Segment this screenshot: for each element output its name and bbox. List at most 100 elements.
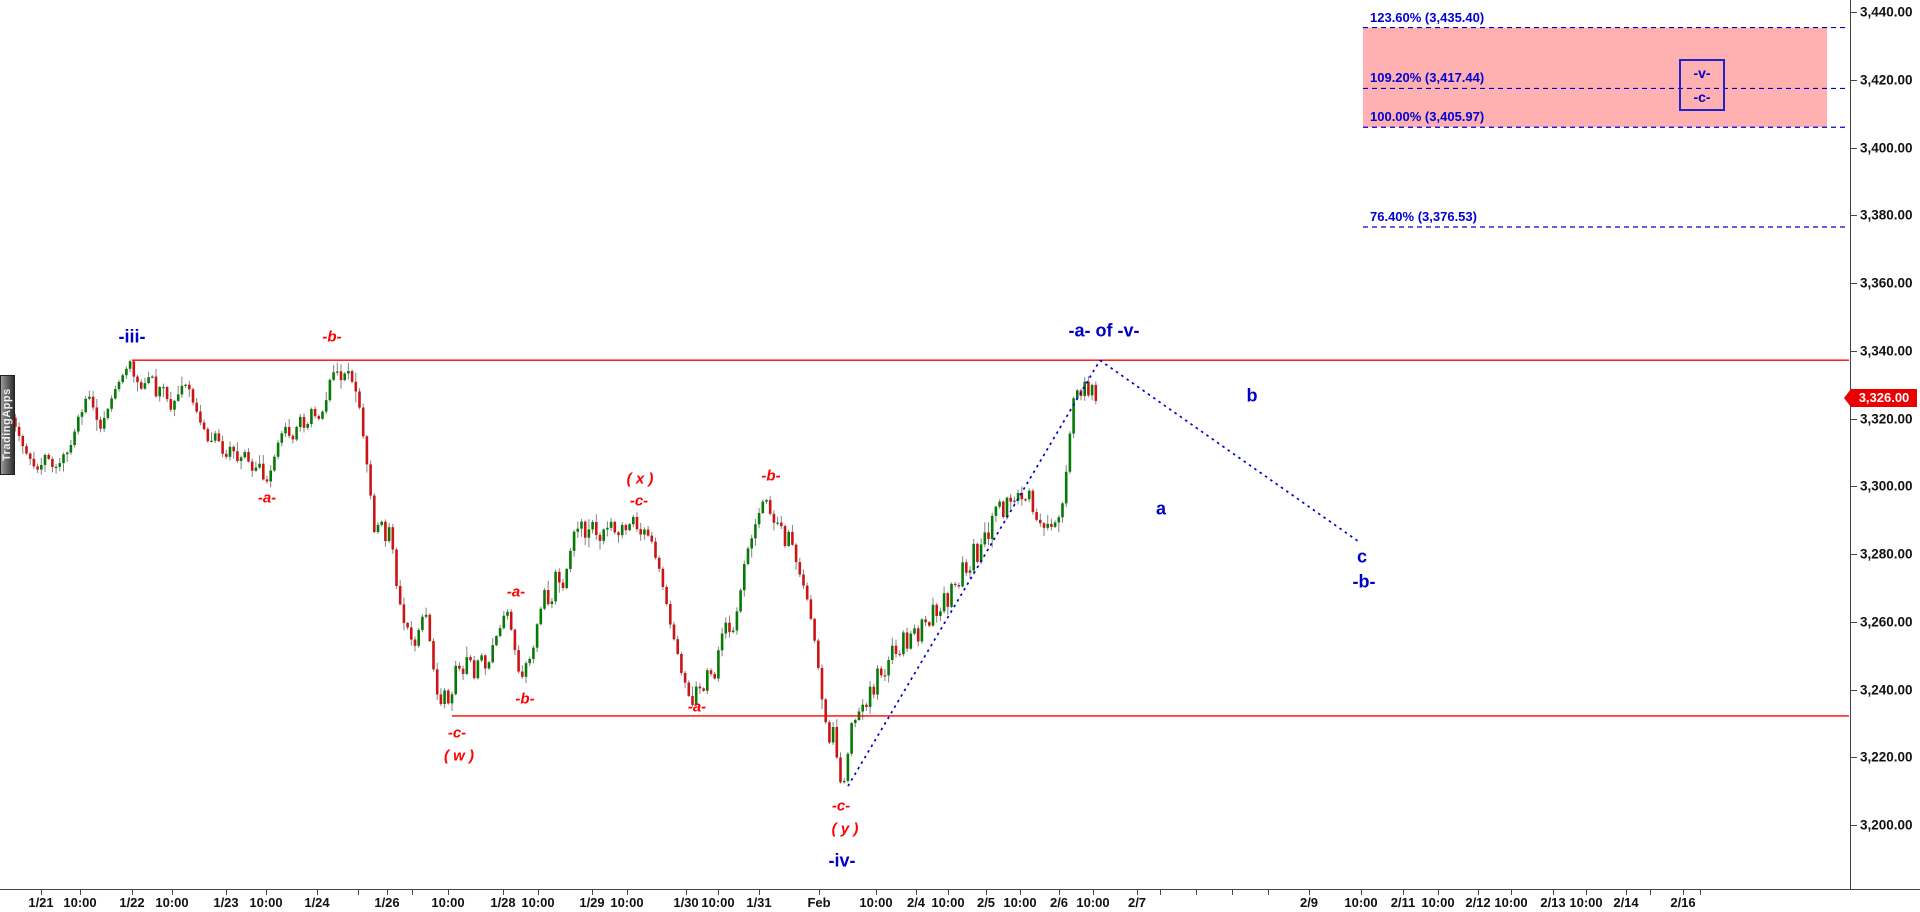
time-axis-tick: [1511, 890, 1512, 895]
wave-label[interactable]: ( y ): [831, 820, 859, 838]
price-axis-label: 3,320.00: [1860, 411, 1913, 426]
projection-label-c: -c-: [1693, 89, 1711, 105]
time-axis-label: 1/26: [374, 895, 400, 910]
time-axis-tick: [1059, 890, 1060, 895]
time-axis-tick: [1232, 890, 1233, 895]
time-axis-label: 10:00: [1421, 895, 1455, 910]
time-axis-label: 2/4: [906, 895, 926, 910]
time-axis-tick: [592, 890, 593, 895]
current-price-value: 3,326.00: [1858, 390, 1910, 406]
time-axis-tick: [172, 890, 173, 895]
candles-group: [6, 359, 1098, 784]
time-axis-label: 10:00: [155, 895, 189, 910]
time-axis-label: 1/28: [490, 895, 516, 910]
time-axis-tick: [1309, 890, 1310, 895]
time-axis-label: 10:00: [1569, 895, 1603, 910]
wave-label[interactable]: -b-: [1352, 571, 1376, 592]
price-axis-label: 3,240.00: [1860, 682, 1913, 697]
time-axis-label: 2/12: [1465, 895, 1491, 910]
time-axis-label: 10:00: [63, 895, 97, 910]
fib-zone[interactable]: [1363, 27, 1827, 128]
price-axis-label: 3,200.00: [1860, 817, 1913, 833]
wave-label[interactable]: a: [1155, 498, 1167, 519]
price-axis-tick: [1851, 621, 1857, 623]
time-axis-label: 10:00: [431, 895, 465, 910]
price-axis-label: 3,440.00: [1860, 4, 1913, 20]
wave-label[interactable]: -c-: [447, 724, 467, 742]
projection-target-box[interactable]: -v- -c-: [1679, 59, 1725, 111]
time-axis-label: 10:00: [859, 895, 893, 910]
time-axis-tick: [1650, 890, 1651, 895]
wave-label[interactable]: -iv-: [828, 850, 856, 871]
fib-label: 123.60% (3,435.40): [1370, 9, 1485, 25]
time-axis: 1/21 10:00 1/22 10:00 1/23 10:00 1/24 1/26 10:00…: [0, 889, 1920, 912]
vendor-tab[interactable]: TradingApps: [0, 375, 15, 475]
time-axis-tick: [387, 890, 388, 895]
time-axis-label: 10:00: [521, 895, 555, 910]
wave-label[interactable]: -a-: [506, 583, 526, 601]
wave-label[interactable]: -b-: [761, 467, 781, 485]
wave-label[interactable]: -iii-: [118, 326, 146, 347]
wave-label[interactable]: -b-: [322, 328, 342, 346]
price-axis-label: 3,360.00: [1860, 275, 1913, 291]
price-axis-tick: [1851, 757, 1857, 759]
time-axis-tick: [358, 890, 359, 895]
price-axis-tick: [1851, 350, 1857, 352]
time-axis-label: 2/5: [976, 895, 996, 910]
time-axis-label: 10:00: [1494, 895, 1528, 910]
price-axis-tick: [1851, 215, 1857, 217]
time-axis-tick: [1196, 890, 1197, 895]
wave-label[interactable]: -c-: [831, 797, 851, 815]
time-axis-tick: [986, 890, 987, 895]
time-axis-label: 1/23: [213, 895, 239, 910]
time-axis-label: 1/22: [119, 895, 145, 910]
wave-label[interactable]: ( w ): [444, 747, 474, 765]
price-axis-label: 3,280.00: [1860, 546, 1913, 562]
time-axis-tick: [1478, 890, 1479, 895]
wave-label[interactable]: b: [1246, 385, 1258, 406]
price-axis-label: 3,300.00: [1860, 478, 1913, 494]
time-axis-label: 1/29: [579, 895, 605, 910]
price-axis-tick: [1851, 79, 1857, 81]
time-axis-label: 10:00: [931, 895, 965, 910]
time-axis-label: 2/14: [1613, 895, 1639, 910]
time-axis-tick: [1700, 890, 1701, 895]
time-axis-label: 2/11: [1390, 895, 1416, 910]
time-axis-tick: [718, 890, 719, 895]
wave-label[interactable]: -c-: [629, 492, 649, 510]
time-axis-tick: [226, 890, 227, 895]
current-price-tag: 3,326.00: [1844, 389, 1917, 408]
fib-label: 100.00% (3,405.97): [1370, 109, 1485, 125]
time-axis-tick: [1438, 890, 1439, 895]
time-axis-tick: [916, 890, 917, 895]
fib-label: 109.20% (3,417.44): [1370, 70, 1485, 86]
time-axis-label: Feb: [807, 895, 831, 910]
price-axis-tick: [1851, 689, 1857, 691]
time-axis-label: 10:00: [1076, 895, 1110, 910]
wave-label[interactable]: c: [1356, 546, 1368, 567]
time-axis-tick: [80, 890, 81, 895]
time-axis-tick: [1626, 890, 1627, 895]
wave-label[interactable]: -a- of -v-: [1068, 320, 1140, 341]
time-axis-label: 1/31: [746, 895, 772, 910]
time-axis-label: 10:00: [701, 895, 735, 910]
time-axis-tick: [876, 890, 877, 895]
trendline[interactable]: [847, 359, 1101, 787]
time-axis-tick: [1586, 890, 1587, 895]
time-axis-tick: [538, 890, 539, 895]
time-axis-tick: [41, 890, 42, 895]
time-axis-tick: [1683, 890, 1684, 895]
wave-label[interactable]: -a-: [687, 698, 707, 716]
time-axis-tick: [1268, 890, 1269, 895]
time-axis-tick: [1361, 890, 1362, 895]
price-axis-label: 3,400.00: [1860, 140, 1913, 155]
time-axis-tick: [448, 890, 449, 895]
trendline[interactable]: [1099, 359, 1359, 542]
wave-label[interactable]: -a-: [257, 489, 277, 507]
time-axis-tick: [948, 890, 949, 895]
wave-label[interactable]: -b-: [515, 690, 535, 708]
time-axis-tick: [759, 890, 760, 895]
time-axis-tick: [317, 890, 318, 895]
projection-label-v: -v-: [1693, 65, 1711, 81]
wave-label[interactable]: ( x ): [626, 470, 654, 488]
